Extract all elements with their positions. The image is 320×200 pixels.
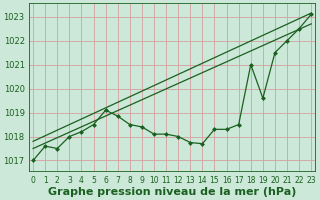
X-axis label: Graphe pression niveau de la mer (hPa): Graphe pression niveau de la mer (hPa): [48, 187, 296, 197]
